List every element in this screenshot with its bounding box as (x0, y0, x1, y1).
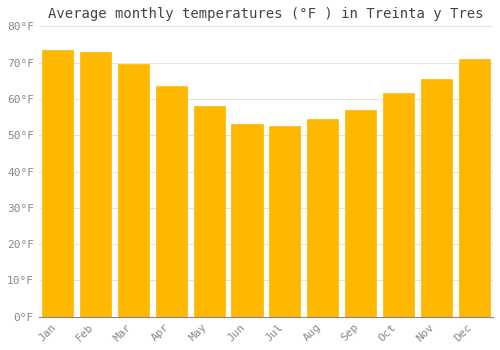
Bar (270, 126, 300, 317)
Title: Average monthly temperatures (°F ) in Treinta y Tres: Average monthly temperatures (°F ) in Tr… (48, 7, 484, 21)
Bar (80, 52, 111, 317)
Bar (42, 50, 74, 317)
Bar (421, 79, 452, 317)
Bar (118, 64, 149, 317)
Bar (307, 119, 338, 317)
Bar (232, 124, 262, 317)
Bar (458, 59, 490, 317)
Bar (383, 93, 414, 317)
Bar (194, 106, 224, 317)
Bar (345, 110, 376, 317)
Bar (156, 86, 187, 317)
